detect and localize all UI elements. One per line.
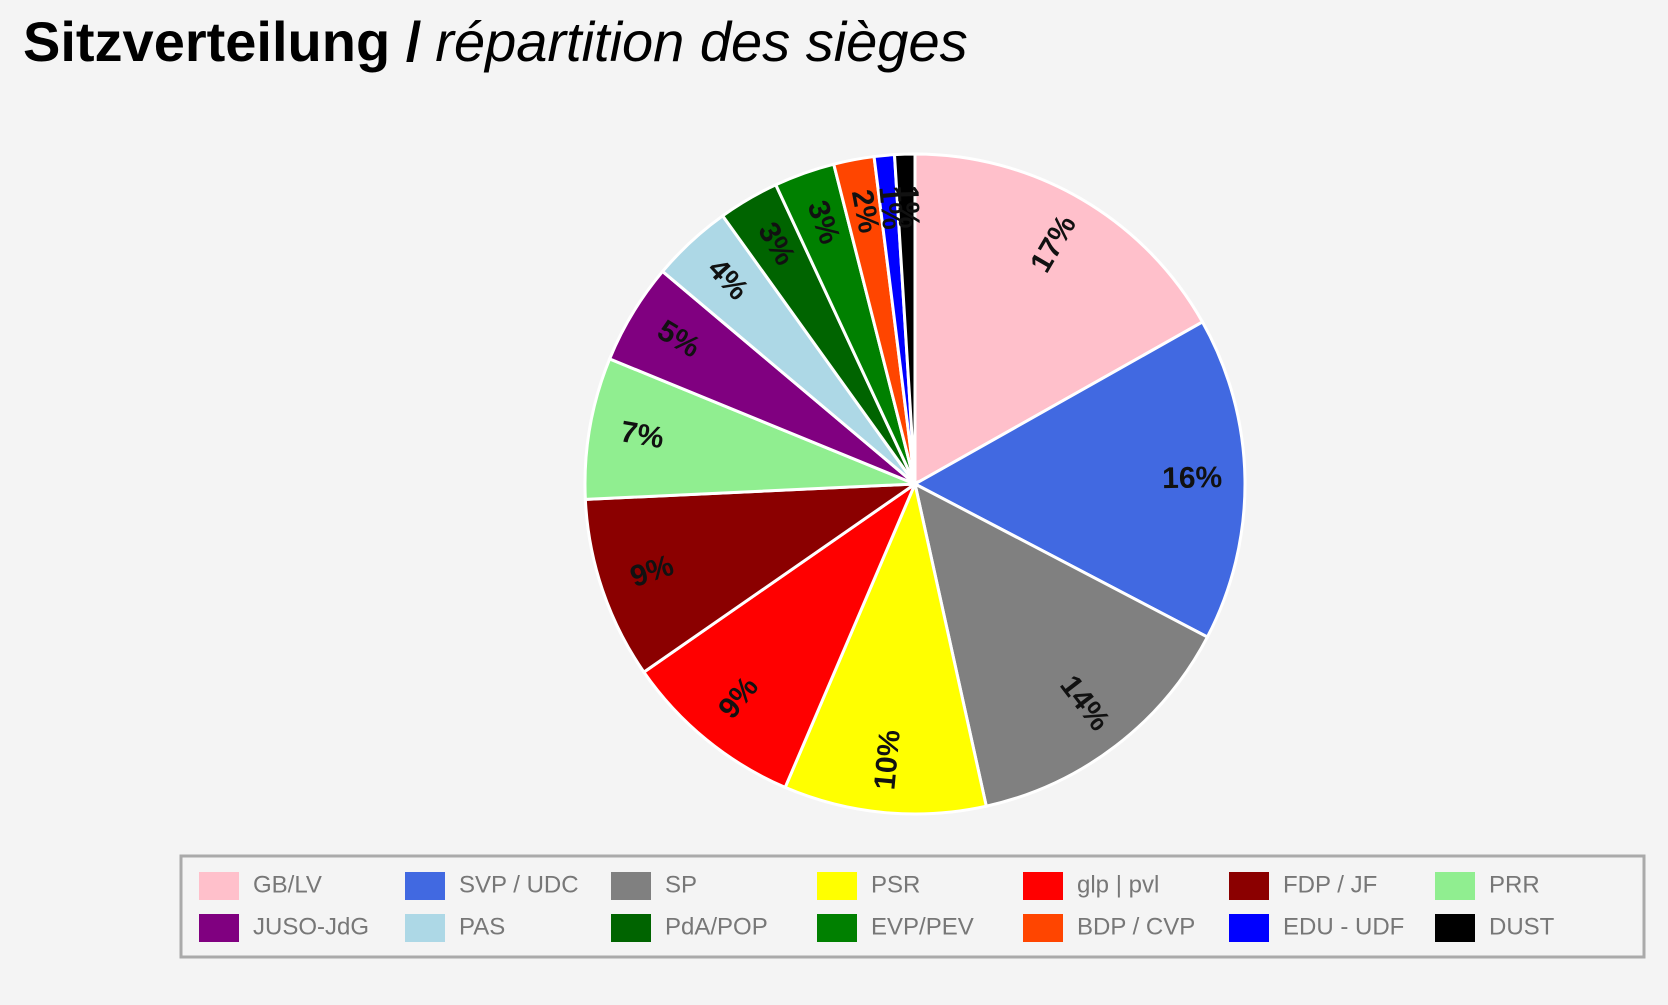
- legend-swatch: [611, 872, 651, 900]
- pie-slice: [911, 319, 1247, 640]
- slice-label: 16%: [1162, 461, 1223, 495]
- pie-slice: [892, 152, 917, 485]
- legend-swatch: [199, 872, 239, 900]
- title-french: répartition des sièges: [435, 10, 967, 73]
- pie-slice: [641, 479, 919, 790]
- legend-label: SVP / UDC: [459, 871, 579, 898]
- slice-label: 7%: [618, 415, 666, 455]
- legend-swatch: [405, 914, 445, 942]
- legend-swatch: [1435, 872, 1475, 900]
- legend-label: SP: [665, 871, 697, 898]
- legend-swatch: [1435, 914, 1475, 942]
- legend-label: BDP / CVP: [1077, 913, 1195, 940]
- legend-label: PRR: [1489, 871, 1540, 898]
- pie-slice: [583, 356, 916, 501]
- slice-label: 1%: [891, 185, 925, 229]
- legend-swatch: [1023, 914, 1063, 942]
- legend-swatch: [611, 914, 651, 942]
- legend-label: JUSO-JdG: [253, 913, 369, 940]
- legend-swatch: [1229, 914, 1269, 942]
- legend-swatch: [199, 914, 239, 942]
- legend-label: DUST: [1489, 913, 1555, 940]
- pie-slice: [583, 482, 921, 675]
- legend-box: [179, 854, 1646, 959]
- chart-title: Sitzverteilung / répartition des sièges: [23, 10, 968, 73]
- title-german: Sitzverteilung /: [23, 10, 422, 73]
- pie-slice: [783, 479, 989, 816]
- slice-label: 10%: [868, 728, 906, 791]
- legend-swatch: [1229, 872, 1269, 900]
- legend-swatch: [1023, 872, 1063, 900]
- legend-swatch: [817, 914, 857, 942]
- slice-label: 1%: [872, 185, 909, 231]
- legend-swatch: [817, 872, 857, 900]
- legend-label: PAS: [459, 913, 505, 940]
- legend-label: EDU - UDF: [1283, 913, 1404, 940]
- legend-label: FDP / JF: [1283, 871, 1377, 898]
- legend-label: glp | pvl: [1077, 871, 1159, 898]
- legend-swatch: [405, 872, 445, 900]
- legend-label: PdA/POP: [665, 913, 768, 940]
- pie-slice: [912, 481, 1210, 808]
- legend-label: EVP/PEV: [871, 913, 974, 940]
- legend-label: GB/LV: [253, 871, 322, 898]
- pie-slice: [913, 152, 1205, 487]
- slice-label: 2%: [845, 187, 885, 236]
- legend-label: PSR: [871, 871, 920, 898]
